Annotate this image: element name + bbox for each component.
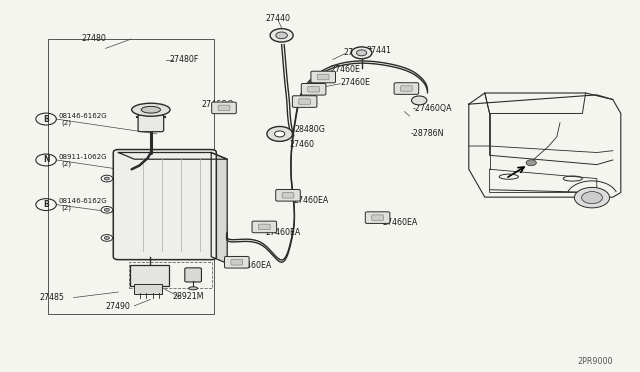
Text: 08146-6162G: 08146-6162G [59,198,108,204]
Text: (2): (2) [61,160,72,167]
Text: (2): (2) [61,204,72,211]
Text: B: B [44,115,49,124]
FancyBboxPatch shape [394,83,419,94]
Polygon shape [211,153,227,263]
Text: B: B [44,200,49,209]
Text: 2746OQ: 2746OQ [202,100,234,109]
Text: 27440: 27440 [266,14,291,23]
Circle shape [276,32,287,39]
Text: 27480: 27480 [82,34,107,43]
FancyBboxPatch shape [252,221,276,233]
Text: 27490: 27490 [106,302,131,311]
FancyBboxPatch shape [365,212,390,224]
Text: 27460E: 27460E [330,65,360,74]
Text: -27460QA: -27460QA [413,105,452,113]
Text: 27460EA: 27460EA [266,228,301,237]
FancyBboxPatch shape [138,115,164,132]
FancyBboxPatch shape [212,102,236,114]
Circle shape [575,187,610,208]
Text: N: N [43,155,49,164]
Text: -28786N: -28786N [410,129,444,138]
Text: 2PR9000: 2PR9000 [578,357,613,366]
FancyBboxPatch shape [113,150,216,260]
Text: 27460E: 27460E [343,48,373,57]
Circle shape [101,206,113,213]
FancyBboxPatch shape [311,71,335,83]
FancyBboxPatch shape [372,215,383,220]
Circle shape [526,160,536,166]
Text: 27485: 27485 [40,293,65,302]
Bar [129,262,212,288]
FancyBboxPatch shape [292,96,317,108]
Circle shape [412,96,427,105]
Text: 27441: 27441 [367,46,392,55]
Text: 08146-6162G: 08146-6162G [59,113,108,119]
Text: 27460E: 27460E [340,78,371,87]
Text: 08911-1062G: 08911-1062G [59,154,108,160]
Circle shape [101,175,113,182]
Circle shape [104,208,109,211]
Ellipse shape [132,103,170,116]
Circle shape [104,177,109,180]
FancyBboxPatch shape [259,224,270,230]
Text: 28480G: 28480G [294,125,325,134]
Circle shape [104,237,109,240]
FancyBboxPatch shape [225,256,249,268]
Text: 27460: 27460 [289,140,314,149]
Text: 27460EA: 27460EA [293,196,328,205]
Circle shape [101,235,113,241]
Text: (2): (2) [61,119,72,126]
FancyBboxPatch shape [231,260,243,265]
FancyBboxPatch shape [134,284,163,294]
Ellipse shape [141,106,161,113]
Circle shape [267,126,292,141]
Bar [48,39,214,314]
Circle shape [275,131,285,137]
Polygon shape [118,153,227,159]
FancyBboxPatch shape [308,87,319,92]
FancyBboxPatch shape [301,83,326,95]
Text: 27460EA: 27460EA [237,262,272,270]
FancyBboxPatch shape [282,193,294,198]
Ellipse shape [189,287,198,290]
FancyBboxPatch shape [401,86,412,91]
Circle shape [356,50,367,56]
Text: 28921M: 28921M [173,292,204,301]
FancyBboxPatch shape [218,105,230,110]
FancyBboxPatch shape [185,268,202,282]
Circle shape [270,29,293,42]
FancyBboxPatch shape [276,189,300,201]
Circle shape [351,47,372,59]
FancyBboxPatch shape [299,99,310,104]
Circle shape [582,192,602,204]
Text: 27460EA: 27460EA [382,218,417,227]
FancyBboxPatch shape [317,74,329,80]
Text: 27480F: 27480F [170,55,199,64]
FancyBboxPatch shape [131,265,170,286]
